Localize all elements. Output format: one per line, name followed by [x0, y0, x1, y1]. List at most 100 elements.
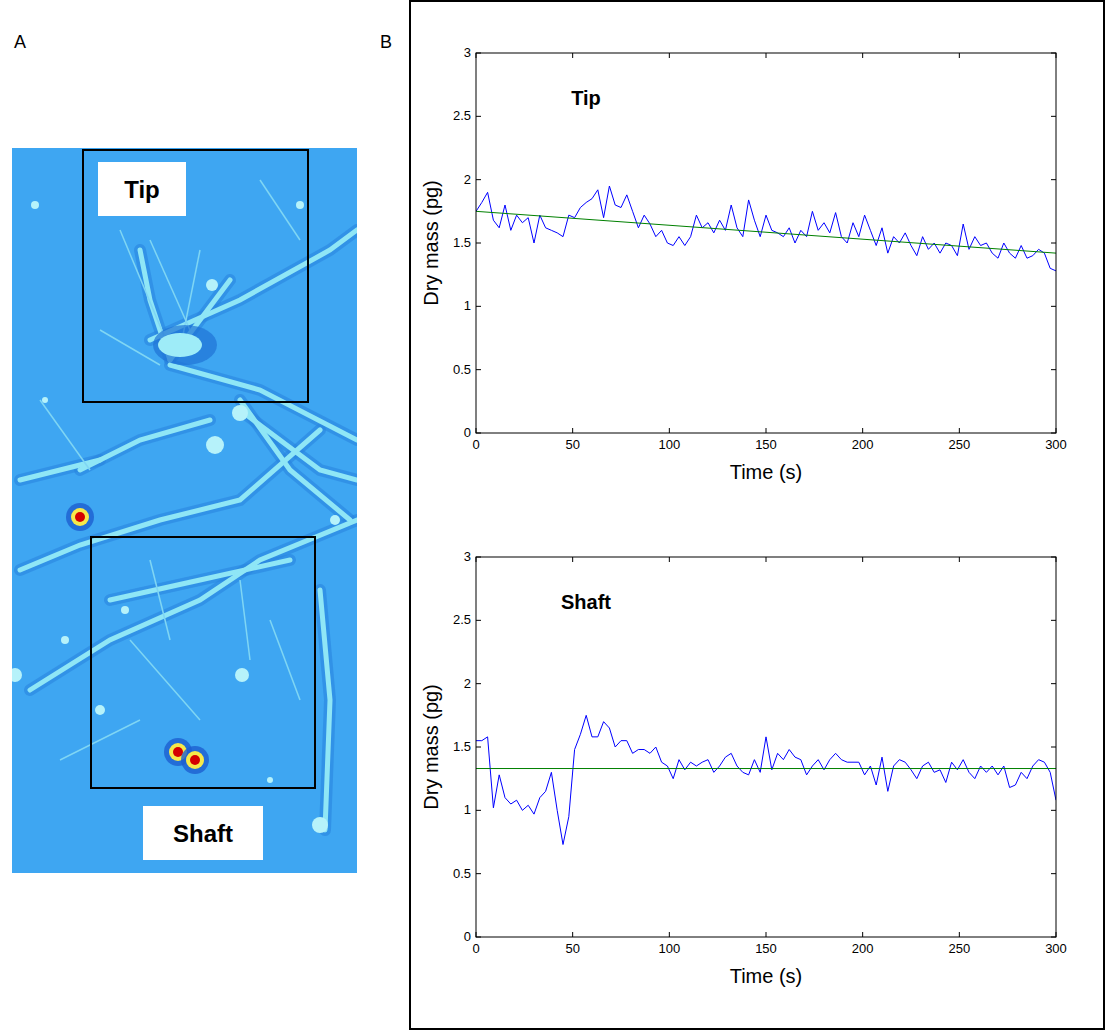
filopodium — [270, 620, 300, 700]
x-tick-top — [669, 557, 670, 562]
x-tick — [959, 428, 960, 433]
y-tick-label: 3 — [464, 45, 471, 60]
neurite-halo — [20, 460, 100, 480]
chart: 05010015020025030000.511.522.53ShaftTime… — [420, 549, 1067, 987]
hotspot-core — [173, 747, 183, 757]
panel-frame — [410, 1, 1104, 1029]
y-axis-title: Dry mass (pg) — [420, 180, 442, 306]
plot-area — [476, 557, 1056, 937]
particle — [267, 777, 273, 783]
y-tick — [476, 620, 481, 621]
tip-region — [83, 150, 308, 402]
particle — [296, 201, 304, 209]
y-tick-label: 2 — [464, 676, 471, 691]
x-tick-label: 50 — [565, 437, 579, 452]
y-tick-label: 2.5 — [453, 612, 471, 627]
y-axis-title: Dry mass (pg) — [420, 684, 442, 810]
growth-cone — [158, 333, 202, 357]
chart: 05010015020025030000.511.522.53TipTime (… — [420, 45, 1067, 483]
x-tick-label: 250 — [948, 437, 970, 452]
x-tick-top — [959, 53, 960, 58]
x-tick — [959, 932, 960, 937]
particle — [121, 606, 129, 614]
neurite — [20, 460, 100, 480]
data-line — [476, 186, 1056, 271]
y-tick-label: 1.5 — [453, 739, 471, 754]
y-tick — [476, 683, 481, 684]
filopodium — [150, 560, 170, 640]
y-tick-label: 1 — [464, 802, 471, 817]
x-tick — [862, 428, 863, 433]
y-tick-right — [1051, 306, 1056, 307]
neurite-halo — [320, 590, 330, 830]
x-tick — [669, 428, 670, 433]
neurite-halo — [240, 410, 357, 480]
x-tick-top — [572, 557, 573, 562]
y-tick-right — [1051, 873, 1056, 874]
particle — [206, 279, 218, 291]
particle — [330, 515, 340, 525]
y-tick-right — [1051, 116, 1056, 117]
y-tick-right — [1051, 369, 1056, 370]
y-tick-label: 1 — [464, 298, 471, 313]
x-tick-top — [572, 53, 573, 58]
y-tick — [476, 179, 481, 180]
particle — [31, 201, 39, 209]
neurite — [20, 430, 320, 570]
series-group — [476, 186, 1056, 271]
region-label: Shaft — [173, 820, 233, 847]
y-tick-right — [1051, 683, 1056, 684]
x-tick-top — [766, 557, 767, 562]
x-axis-title: Time (s) — [730, 461, 803, 483]
hotspot-core — [190, 755, 200, 765]
image-background — [12, 148, 357, 873]
x-axis-title: Time (s) — [730, 965, 803, 987]
x-tick-label: 150 — [755, 437, 777, 452]
y-tick-right — [1051, 179, 1056, 180]
y-tick-label: 0.5 — [453, 362, 471, 377]
y-tick-right — [1051, 243, 1056, 244]
label-patch — [98, 162, 186, 216]
x-tick — [766, 932, 767, 937]
x-tick — [572, 428, 573, 433]
axes-box — [476, 53, 1056, 433]
x-tick-top — [669, 53, 670, 58]
figure: ABTipShaft05010015020025030000.511.522.5… — [0, 0, 1109, 1031]
panel-label: A — [14, 32, 26, 52]
series-group — [476, 715, 1056, 844]
x-tick-label: 100 — [658, 941, 680, 956]
fit-line — [476, 211, 1056, 253]
filopodium — [240, 580, 250, 660]
y-tick-right — [1051, 747, 1056, 748]
neurite — [240, 400, 350, 520]
x-tick-label: 250 — [948, 941, 970, 956]
y-tick — [476, 747, 481, 748]
y-tick-right — [1051, 810, 1056, 811]
neurite — [150, 230, 357, 340]
x-tick-label: 0 — [472, 437, 479, 452]
particle — [42, 397, 48, 403]
fit-line — [476, 768, 1056, 769]
x-tick-label: 50 — [565, 941, 579, 956]
particle — [206, 436, 224, 454]
y-tick-label: 1.5 — [453, 235, 471, 250]
micrograph: TipShaft — [8, 148, 357, 873]
particle — [312, 817, 328, 833]
particle — [95, 705, 105, 715]
hotspot — [71, 508, 89, 526]
filopodium — [130, 640, 200, 720]
y-tick-label: 0 — [464, 425, 471, 440]
y-tick — [476, 306, 481, 307]
chart-title: Shaft — [561, 591, 611, 613]
x-tick-top — [766, 53, 767, 58]
y-tick — [476, 243, 481, 244]
x-tick-label: 300 — [1045, 941, 1067, 956]
x-tick-top — [959, 557, 960, 562]
y-tick — [476, 116, 481, 117]
x-tick-label: 200 — [852, 941, 874, 956]
plot-area — [476, 53, 1056, 433]
neurite — [110, 560, 290, 600]
shaft-region — [91, 537, 315, 788]
filopodium — [60, 720, 140, 760]
axes-box — [476, 557, 1056, 937]
